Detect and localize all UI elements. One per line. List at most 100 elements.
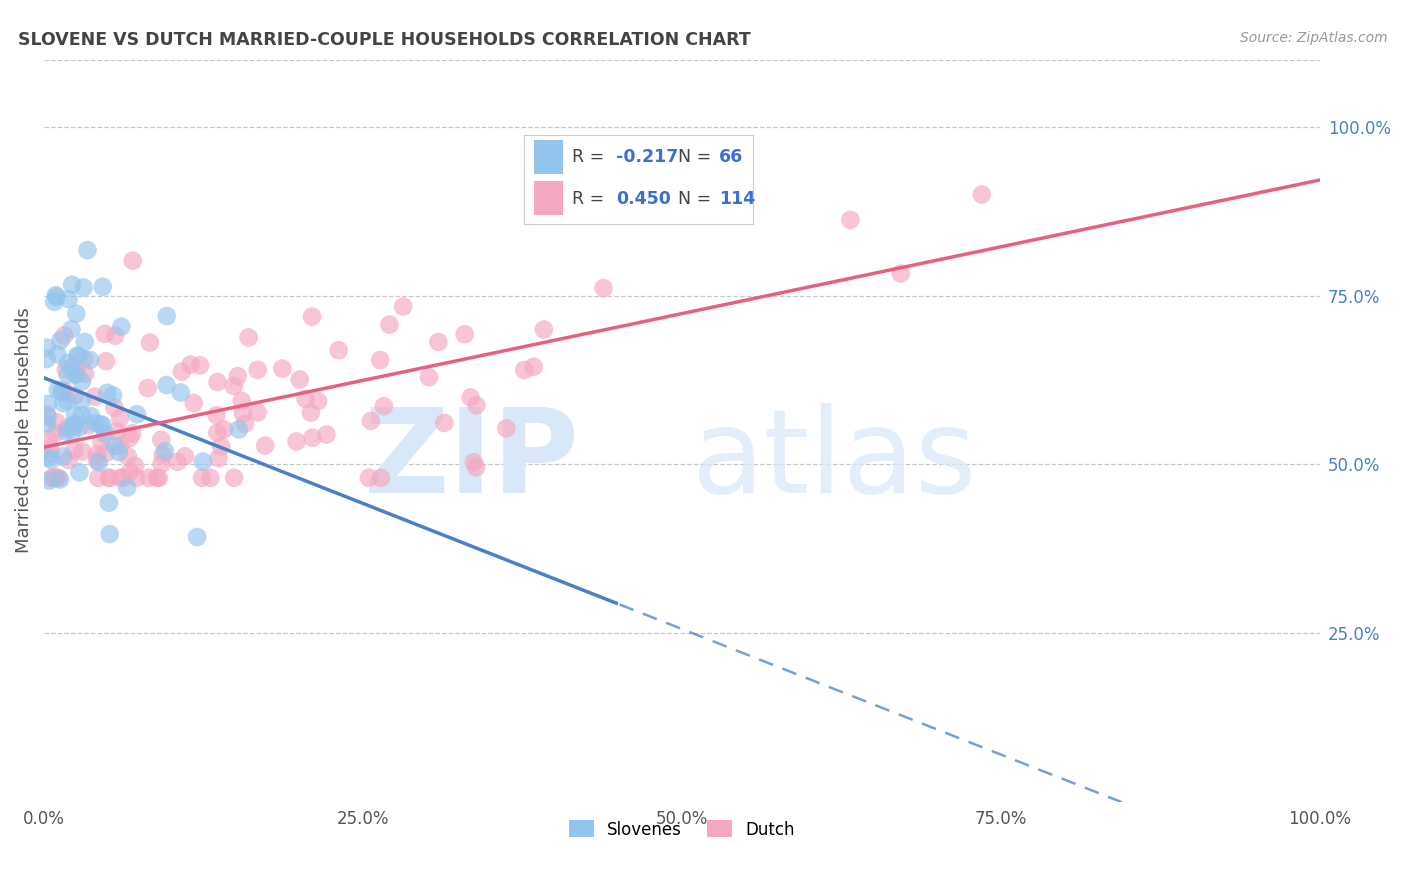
Point: [104, 439, 127, 453]
Point: [418, 370, 440, 384]
Point: [38, 432, 60, 446]
Point: [378, 318, 401, 332]
Point: [55, 425, 77, 439]
Point: [118, 465, 141, 479]
Point: [56, 368, 79, 382]
Point: [37, 397, 59, 411]
Point: [84, 416, 107, 430]
Point: [73, 334, 96, 349]
Point: [60, 322, 83, 336]
Y-axis label: Married-couple Households: Married-couple Households: [15, 308, 32, 553]
Point: [183, 396, 205, 410]
Point: [156, 309, 179, 323]
Point: [368, 353, 391, 368]
Point: [35, 417, 58, 431]
Point: [299, 406, 322, 420]
Point: [285, 434, 308, 449]
Point: [124, 458, 146, 473]
Point: [373, 399, 395, 413]
Point: [152, 448, 174, 462]
Point: [174, 450, 197, 464]
Point: [56, 393, 79, 408]
Text: N =: N =: [678, 190, 717, 208]
Point: [56, 356, 79, 370]
Point: [209, 440, 232, 454]
Point: [110, 471, 132, 485]
FancyBboxPatch shape: [534, 140, 564, 174]
Point: [98, 471, 121, 485]
Point: [91, 417, 114, 432]
Point: [139, 335, 162, 350]
Point: [231, 393, 253, 408]
Point: [63, 443, 86, 458]
Point: [44, 426, 66, 441]
Point: [495, 421, 517, 435]
Point: [246, 405, 269, 419]
Point: [70, 393, 93, 408]
Point: [67, 349, 90, 363]
Point: [592, 281, 614, 295]
Point: [96, 385, 118, 400]
Point: [105, 425, 128, 439]
Point: [76, 243, 98, 257]
Point: [66, 367, 89, 381]
Point: [150, 457, 173, 471]
Point: [465, 398, 488, 412]
Point: [94, 426, 117, 441]
Point: [125, 471, 148, 485]
Point: [86, 453, 108, 467]
Point: [79, 353, 101, 368]
Point: [45, 415, 67, 429]
Point: [138, 471, 160, 485]
Point: [63, 389, 86, 403]
Point: [136, 381, 159, 395]
Point: [52, 396, 75, 410]
Point: [98, 527, 121, 541]
Point: [56, 420, 79, 434]
Point: [60, 277, 83, 292]
Point: [35, 351, 58, 366]
Point: [191, 471, 214, 485]
Point: [301, 310, 323, 324]
Point: [533, 322, 555, 336]
Point: [66, 349, 89, 363]
Point: [69, 420, 91, 434]
Point: [35, 341, 58, 355]
Point: [148, 471, 170, 485]
Point: [110, 319, 132, 334]
Point: [150, 433, 173, 447]
Point: [108, 439, 131, 453]
Point: [294, 392, 316, 406]
Point: [53, 328, 76, 343]
Point: [63, 409, 86, 423]
Point: [246, 363, 269, 377]
Point: [433, 416, 456, 430]
Point: [38, 474, 60, 488]
Point: [52, 450, 75, 464]
Point: [328, 343, 350, 358]
Point: [228, 422, 250, 436]
Point: [39, 447, 62, 461]
Point: [53, 385, 76, 400]
Point: [51, 384, 73, 399]
Point: [222, 379, 245, 393]
Point: [115, 480, 138, 494]
Point: [89, 417, 111, 432]
Point: [37, 450, 59, 465]
Point: [60, 360, 83, 375]
Text: SLOVENE VS DUTCH MARRIED-COUPLE HOUSEHOLDS CORRELATION CHART: SLOVENE VS DUTCH MARRIED-COUPLE HOUSEHOL…: [18, 31, 751, 49]
Point: [45, 471, 67, 485]
Text: 66: 66: [718, 148, 744, 166]
Point: [77, 418, 100, 433]
Text: R =: R =: [572, 148, 610, 166]
Point: [188, 359, 211, 373]
Point: [46, 383, 69, 397]
Text: R =: R =: [572, 190, 610, 208]
Point: [58, 292, 80, 306]
Text: -0.217: -0.217: [616, 148, 678, 166]
Point: [58, 453, 80, 467]
Point: [207, 451, 229, 466]
Point: [45, 290, 67, 304]
Point: [224, 471, 246, 485]
Point: [463, 455, 485, 469]
